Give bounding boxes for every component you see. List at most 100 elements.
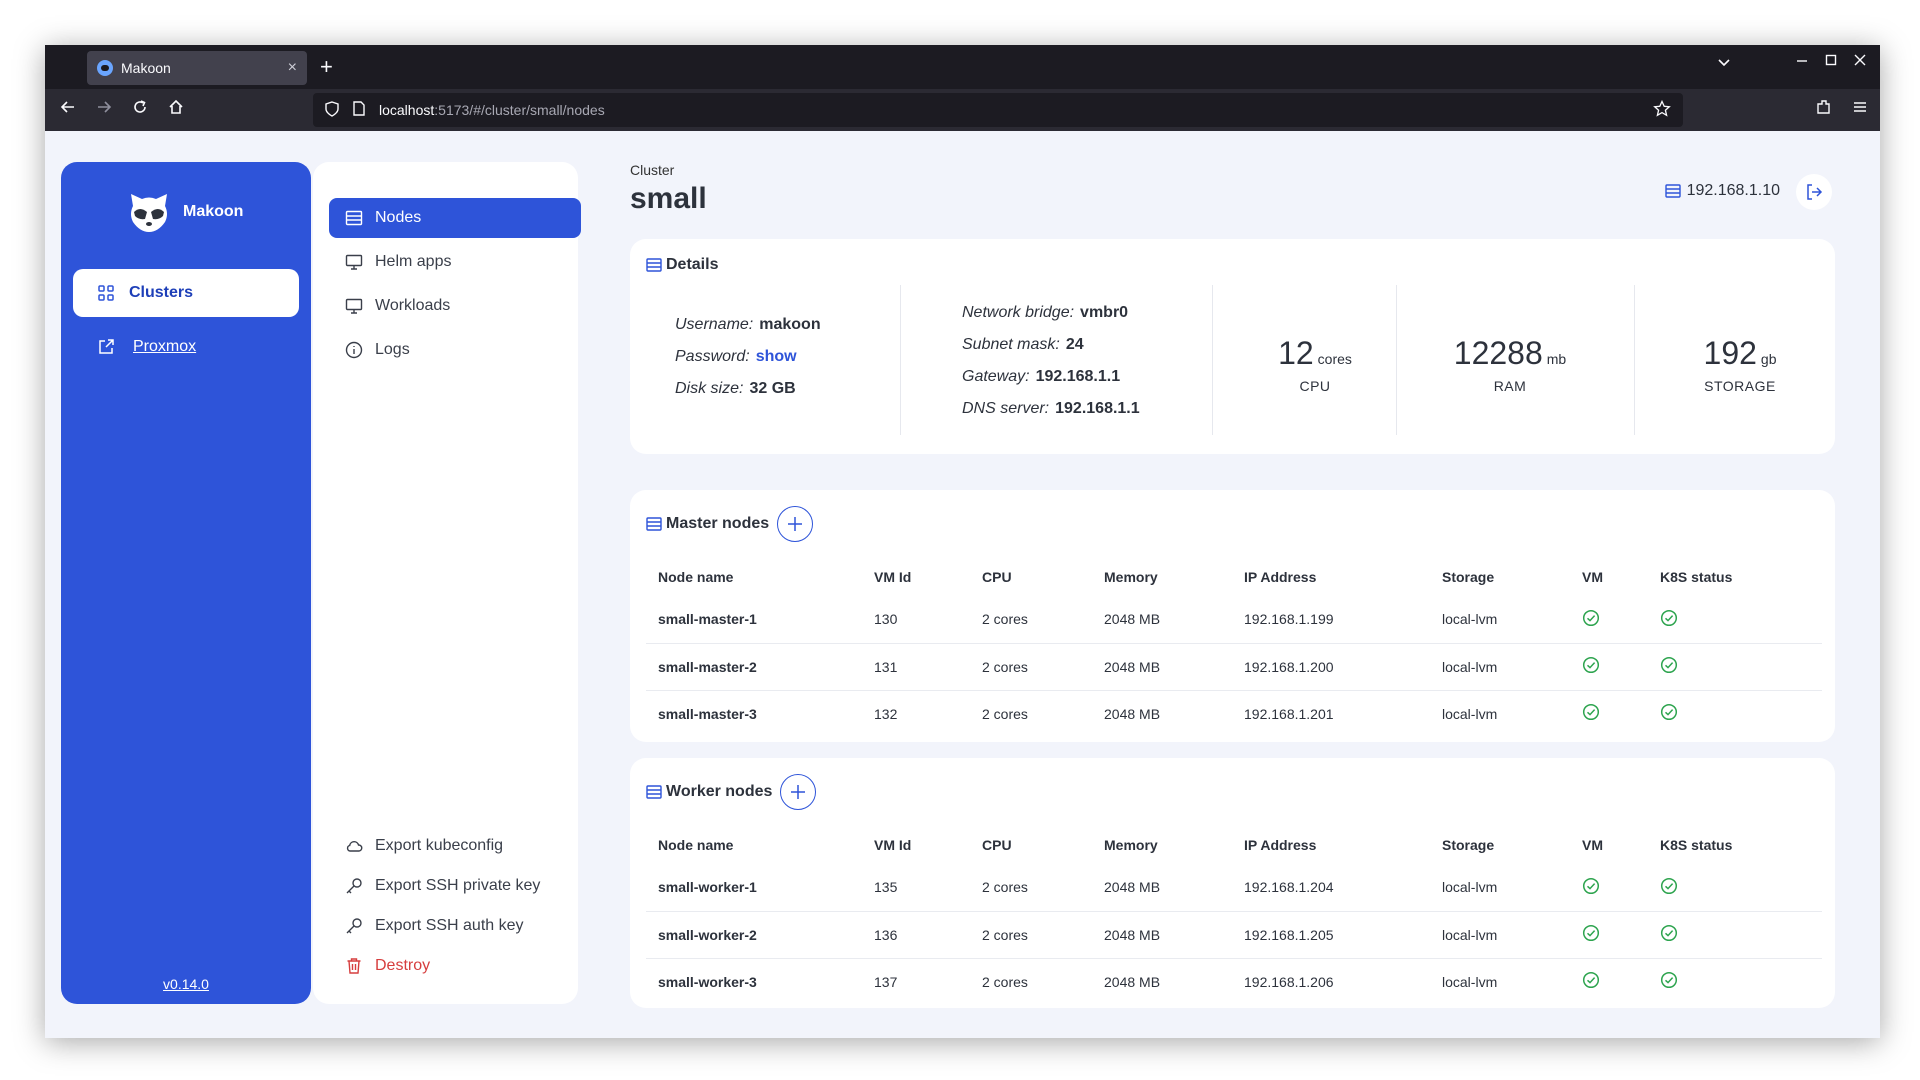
table-row[interactable]: small-worker-2 136 2 cores 2048 MB 192.168.1… [646,910,1822,958]
disk-value: 32 GB [749,380,796,397]
add-worker-node-button[interactable] [780,774,817,810]
sidebar-item-proxmox[interactable]: Proxmox [97,338,196,356]
column-header: Memory [1104,837,1158,853]
menu-item-label: Nodes [375,209,422,226]
menu-item-label: Export kubeconfig [375,837,504,854]
table-row[interactable]: small-master-2 131 2 cores 2048 MB 192.168.1… [646,642,1822,690]
table-cell: 2048 MB [1104,879,1161,896]
k8s-status-cell [1648,957,1822,1005]
server-icon [646,517,662,531]
cpu-unit: cores [1317,351,1352,367]
external-link-icon [97,338,115,356]
logout-button[interactable] [1796,174,1832,210]
vm-status-cell [1570,957,1648,1005]
table-row[interactable]: small-master-3 132 2 cores 2048 MB 192.168.1… [646,689,1822,737]
cluster-menu: Nodes Helm apps Workloads Logs Export ku… [313,162,581,1004]
table-row[interactable]: small-master-1 130 2 cores 2048 MB 192.168.1… [646,596,1822,643]
close-tab-icon[interactable]: × [287,59,297,76]
ram-label: RAM [1493,378,1527,394]
back-arrow-icon[interactable] [59,98,77,121]
storage-stat: 192 gb STORAGE [1670,335,1810,394]
gateway-label: Gateway: [962,368,1030,385]
extensions-icon[interactable] [1815,98,1833,121]
menu-item-logs[interactable]: Logs [329,330,581,370]
grid-icon [97,284,115,302]
cpu-value: 12 [1278,335,1314,371]
page-title: small [630,182,707,215]
vm-status-cell [1570,910,1648,958]
menu-item-nodes[interactable]: Nodes [329,198,581,238]
close-window-icon[interactable] [1853,53,1867,72]
menu-item-label: Export SSH auth key [375,917,524,934]
list-icon [345,210,363,226]
master-nodes-card: Master nodes Node name VM Id CPU Memory IP A… [630,490,1835,742]
tab-bar: Makoon × + [45,45,1880,89]
dns-label: DNS server: [962,400,1050,417]
browser-tab[interactable]: Makoon × [87,51,307,85]
table-cell: small-worker-1 [658,879,757,896]
table-cell: small-master-3 [646,689,862,737]
column-header: Node name [658,569,734,585]
menu-item-label: Workloads [375,297,451,314]
table-header: Node name VM Id CPU Memory IP Address Storage… [646,826,1822,864]
bookmark-star-icon[interactable] [1653,99,1671,123]
table-cell: 137 [862,957,970,1005]
menu-item-export-ssh-auth-key[interactable]: Export SSH auth key [329,906,581,946]
table-cell: 192.168.1.204 [1244,879,1334,896]
version-link[interactable]: v0.14.0 [163,976,209,992]
column-header: K8S status [1660,569,1733,585]
table-cell: 2 cores [970,689,1092,737]
k8s-ok-check-icon [1660,704,1678,721]
table-cell: 2048 MB [1092,957,1232,1005]
logout-icon [1805,183,1823,201]
vm-ok-check-icon [1582,704,1600,721]
add-master-node-button[interactable] [777,506,814,542]
url-bar[interactable]: localhost:5173/#/cluster/small/nodes [313,93,1683,127]
maximize-icon[interactable] [1824,53,1838,72]
table-cell: 2 cores [982,879,1028,896]
sidebar-item-clusters[interactable]: Clusters [73,269,299,317]
menu-item-workloads[interactable]: Workloads [329,286,581,326]
disk-size-field: Disk size: 32 GB [675,380,796,398]
divider [1212,285,1213,435]
show-password-link[interactable]: show [755,348,797,365]
subnet-label: Subnet mask: [962,336,1060,353]
menu-item-export-kubeconfig[interactable]: Export kubeconfig [329,826,581,866]
gateway-field: Gateway: 192.168.1.1 [962,368,1120,386]
menu-item-export-ssh-private-key[interactable]: Export SSH private key [329,866,581,906]
vm-status-cell [1570,642,1648,690]
master-nodes-table: Node name VM Id CPU Memory IP Address Storage… [646,558,1822,737]
menu-hamburger-icon[interactable] [1851,98,1869,121]
table-cell: local-lvm [1430,689,1570,737]
table-row[interactable]: small-worker-1 135 2 cores 2048 MB 192.168.1… [646,864,1822,911]
table-cell: local-lvm [1430,642,1570,690]
minimize-icon[interactable] [1795,53,1809,72]
table-cell: 2 cores [982,611,1028,628]
new-tab-button[interactable]: + [320,54,333,79]
chevron-down-icon[interactable] [1717,55,1731,72]
brand-name: Makoon [183,203,244,220]
master-nodes-title: Master nodes [646,506,814,542]
table-cell: 2 cores [970,957,1092,1005]
menu-item-helm-apps[interactable]: Helm apps [329,242,581,282]
table-cell: 2 cores [970,910,1092,958]
column-header: Node name [658,837,734,853]
column-header: Storage [1442,569,1495,585]
home-icon[interactable] [167,98,185,121]
makoon-favicon-icon [97,60,113,76]
forward-arrow-icon[interactable] [95,98,113,121]
menu-item-destroy[interactable]: Destroy [329,946,581,986]
table-cell: 192.168.1.199 [1244,611,1334,628]
plus-icon [791,785,806,799]
column-header: Storage [1442,837,1495,853]
brand[interactable]: Makoon [125,188,243,236]
username-label: Username: [675,316,754,333]
k8s-ok-check-icon [1660,656,1678,674]
table-row[interactable]: small-worker-3 137 2 cores 2048 MB 192.168.1… [646,957,1822,1005]
shield-icon[interactable] [325,100,339,120]
reload-icon[interactable] [131,98,149,121]
menu-item-label: Export SSH private key [375,877,541,894]
table-header: Node name VM Id CPU Memory IP Address Storage… [646,558,1822,596]
server-icon [646,785,662,799]
details-title: Details [646,256,718,274]
